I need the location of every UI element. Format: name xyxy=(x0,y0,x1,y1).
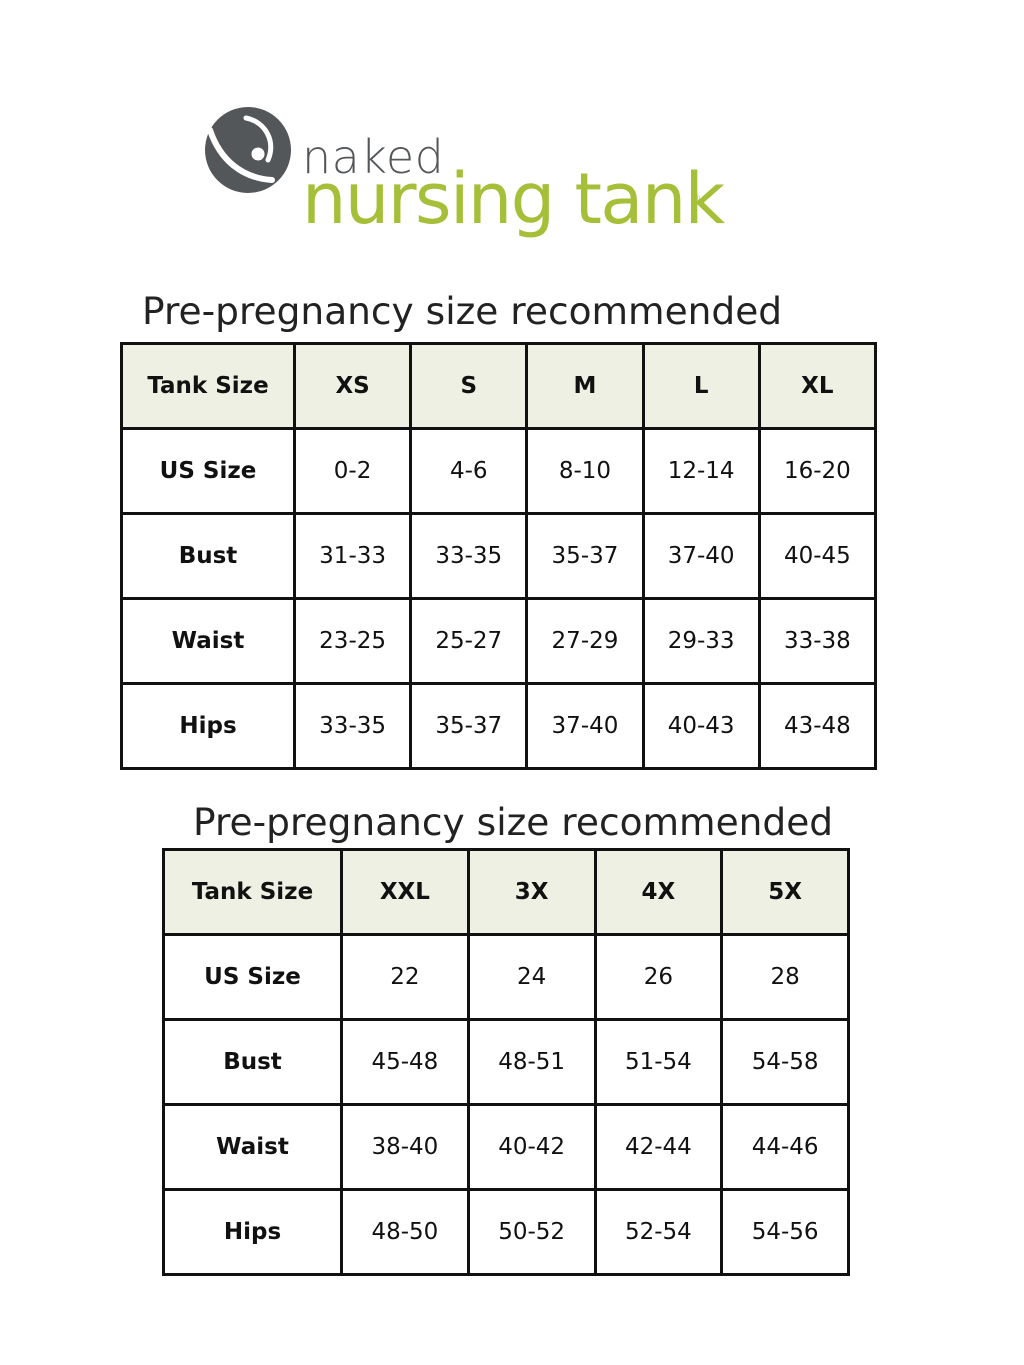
row-label-cell: Hips xyxy=(162,1188,343,1276)
row-label-cell: Waist xyxy=(120,597,296,685)
row-label-cell: Waist xyxy=(162,1103,343,1191)
table-row: US Size 0-2 4-6 8-10 12-14 16-20 xyxy=(120,427,878,515)
table-cell: 24 xyxy=(466,933,597,1021)
size-header-cell: S xyxy=(409,342,529,430)
size-header-cell: 5X xyxy=(720,848,850,936)
row-label-cell: Bust xyxy=(120,512,296,600)
table-header-row: Tank Size XXL 3X 4X 5X xyxy=(162,848,850,936)
table-cell: 27-29 xyxy=(525,597,645,685)
header-label-cell: Tank Size xyxy=(120,342,296,430)
table-cell: 33-38 xyxy=(757,597,878,685)
table-row: Hips 48-50 50-52 52-54 54-56 xyxy=(162,1188,850,1276)
table-row: Bust 31-33 33-35 35-37 37-40 40-45 xyxy=(120,512,878,600)
table-cell: 4-6 xyxy=(409,427,529,515)
size-header-cell: L xyxy=(641,342,761,430)
table-cell: 40-45 xyxy=(757,512,878,600)
table-cell: 40-43 xyxy=(641,682,761,770)
table-cell: 43-48 xyxy=(757,682,878,770)
table-cell: 12-14 xyxy=(641,427,761,515)
table-cell: 33-35 xyxy=(292,682,413,770)
brand-logo: naked nursing tank ® xyxy=(204,104,725,264)
table-heading: Pre-pregnancy size recommended xyxy=(142,289,783,333)
table-cell: 54-58 xyxy=(720,1018,850,1106)
table-cell: 54-56 xyxy=(720,1188,850,1276)
size-header-cell: M xyxy=(525,342,645,430)
logo-text-nursing-tank: nursing tank xyxy=(302,158,725,240)
table-cell: 16-20 xyxy=(757,427,878,515)
table-cell: 40-42 xyxy=(466,1103,597,1191)
table-cell: 33-35 xyxy=(409,512,529,600)
table-cell: 28 xyxy=(720,933,850,1021)
row-label-cell: US Size xyxy=(120,427,296,515)
table-cell: 52-54 xyxy=(593,1188,724,1276)
table-cell: 8-10 xyxy=(525,427,645,515)
table-heading: Pre-pregnancy size recommended xyxy=(193,800,834,844)
logo-text-naked: naked xyxy=(302,130,445,184)
table-header-row: Tank Size XS S M L XL xyxy=(120,342,878,430)
row-label-cell: US Size xyxy=(162,933,343,1021)
row-label-cell: Bust xyxy=(162,1018,343,1106)
table-cell: 37-40 xyxy=(525,682,645,770)
table-cell: 50-52 xyxy=(466,1188,597,1276)
table-row: Bust 45-48 48-51 51-54 54-58 xyxy=(162,1018,850,1106)
size-header-cell: 4X xyxy=(593,848,724,936)
table-cell: 48-51 xyxy=(466,1018,597,1106)
mother-baby-logo-icon xyxy=(205,107,291,193)
table-cell: 35-37 xyxy=(409,682,529,770)
table-row: Waist 23-25 25-27 27-29 29-33 33-38 xyxy=(120,597,878,685)
table-cell: 48-50 xyxy=(340,1188,470,1276)
header-label-cell: Tank Size xyxy=(162,848,343,936)
size-chart-table: Tank Size XS S M L XL US Size 0-2 4-6 8-… xyxy=(120,342,878,770)
size-header-cell: XS xyxy=(292,342,413,430)
table-cell: 0-2 xyxy=(292,427,413,515)
table-row: Hips 33-35 35-37 37-40 40-43 43-48 xyxy=(120,682,878,770)
table-cell: 26 xyxy=(593,933,724,1021)
size-chart-table: Tank Size XXL 3X 4X 5X US Size 22 24 26 … xyxy=(162,848,850,1276)
table-cell: 35-37 xyxy=(525,512,645,600)
table-cell: 38-40 xyxy=(340,1103,470,1191)
table-cell: 23-25 xyxy=(292,597,413,685)
size-header-cell: 3X xyxy=(466,848,597,936)
table-cell: 29-33 xyxy=(641,597,761,685)
table-row: US Size 22 24 26 28 xyxy=(162,933,850,1021)
table-row: Waist 38-40 40-42 42-44 44-46 xyxy=(162,1103,850,1191)
table-cell: 31-33 xyxy=(292,512,413,600)
row-label-cell: Hips xyxy=(120,682,296,770)
size-header-cell: XL xyxy=(757,342,878,430)
table-cell: 44-46 xyxy=(720,1103,850,1191)
size-header-cell: XXL xyxy=(340,848,470,936)
table-cell: 51-54 xyxy=(593,1018,724,1106)
table-cell: 42-44 xyxy=(593,1103,724,1191)
table-cell: 45-48 xyxy=(340,1018,470,1106)
registered-mark: ® xyxy=(692,194,701,204)
table-cell: 25-27 xyxy=(409,597,529,685)
table-cell: 37-40 xyxy=(641,512,761,600)
table-cell: 22 xyxy=(340,933,470,1021)
